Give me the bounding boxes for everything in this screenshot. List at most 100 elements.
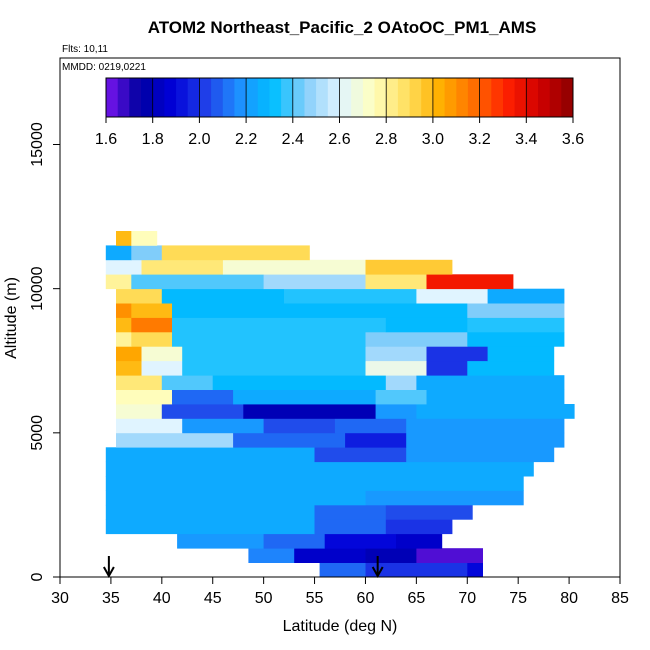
colorbar-swatch-28 <box>432 78 446 117</box>
heatmap-cell-4-0 <box>105 504 315 520</box>
colorbar-swatch-36 <box>526 78 539 117</box>
heatmap-cell-10-2 <box>263 418 336 434</box>
colorbar-swatch-25 <box>397 78 411 117</box>
heatmap-cell-1-0 <box>248 548 295 563</box>
heatmap-cell-8-1 <box>314 447 407 463</box>
colorbar-swatch-16 <box>292 78 305 117</box>
heatmap-cell-5-1 <box>365 490 524 506</box>
heatmap-cell-11-2 <box>243 404 377 419</box>
heatmap-cell-16-3 <box>365 331 468 347</box>
x-axis-ticks: 30 35 40 45 50 55 60 65 70 75 80 85 <box>51 577 629 607</box>
colorbar-tick-label-6: 2.8 <box>375 131 397 148</box>
colorbar-ticks: 1.6 1.8 2.0 2.2 2.4 2.6 2.8 3.0 3.2 3.4 3.6 <box>95 117 584 148</box>
heatmap-cell-2-1 <box>263 533 326 549</box>
colorbar-swatch-35 <box>514 78 527 117</box>
colorbar-swatch-7 <box>187 78 200 117</box>
heatmap-cell-0-1 <box>365 562 468 578</box>
heatmap-cell-10-1 <box>182 418 265 434</box>
y-tick-label-1: 5000 <box>29 415 46 451</box>
x-tick-label-4: 50 <box>255 590 273 607</box>
heatmap-cell-12-1 <box>172 389 234 405</box>
heatmap-cell-13-2 <box>212 375 387 390</box>
heatmap-cell-22-0 <box>105 245 132 261</box>
heatmap-cell-15-3 <box>365 346 427 362</box>
colorbar-swatch-18 <box>316 78 329 117</box>
x-tick-label-8: 70 <box>458 590 476 607</box>
heatmap-cell-8-0 <box>105 447 315 463</box>
heatmap-cell-10-3 <box>334 418 407 434</box>
heatmap-cell-19-1 <box>161 288 285 304</box>
colorbar-tick-label-7: 3.0 <box>422 131 444 148</box>
colorbar-swatch-26 <box>409 78 422 117</box>
heatmap-cell-20-1 <box>131 274 265 290</box>
heatmap-cell-17-1 <box>131 317 173 333</box>
colorbar-swatch-33 <box>491 78 504 117</box>
heatmap-cell-20-2 <box>263 274 366 290</box>
heatmap-cell-20-0 <box>105 274 132 290</box>
heatmap-cell-10-0 <box>116 418 183 434</box>
heatmap-cell-13-3 <box>385 375 417 390</box>
heatmap-cell-16-4 <box>467 331 565 347</box>
colorbar-swatch-23 <box>374 78 387 117</box>
x-tick-label-7: 65 <box>407 590 425 607</box>
heatmap-cell-2-0 <box>177 533 264 549</box>
y-axis-label: Altitude (m) <box>3 277 20 359</box>
colorbar-tick-label-9: 3.4 <box>515 131 537 148</box>
colorbar-swatch-9 <box>211 78 224 117</box>
heatmap-cell-20-4 <box>426 274 514 290</box>
heatmap-cell-17-4 <box>467 317 565 333</box>
heatmap-cell-11-1 <box>161 404 244 419</box>
heatmap-cell-10-4 <box>406 418 565 434</box>
heatmap-cell-1-2 <box>365 548 417 563</box>
x-tick-label-10: 80 <box>560 590 578 607</box>
heatmap-cell-5-0 <box>105 490 366 506</box>
colorbar-tick-label-10: 3.6 <box>562 131 584 148</box>
colorbar-swatch-14 <box>269 78 282 117</box>
heatmap-cell-18-0 <box>116 303 132 318</box>
heatmap-cell-3-2 <box>385 519 453 535</box>
heatmap-cell-3-0 <box>105 519 315 535</box>
date-note: MMDD: 0219,0221 <box>62 62 146 73</box>
heatmap-cell-16-0 <box>116 331 132 347</box>
heatmap-cell-2-2 <box>324 533 397 549</box>
chart-title: ATOM2 Northeast_Pacific_2 OAtoOC_PM1_AMS <box>148 18 537 37</box>
heatmap-cell-23-1 <box>131 231 158 246</box>
colorbar-swatch-2 <box>129 78 142 117</box>
heatmap-cell-12-0 <box>116 389 173 405</box>
heatmap-cell-7-0 <box>105 461 534 477</box>
heatmap-cell-19-2 <box>284 288 417 304</box>
heatmap-cell-18-1 <box>131 303 173 318</box>
colorbar-swatch-22 <box>362 78 376 117</box>
heatmap-cell-13-4 <box>416 375 565 390</box>
colorbar-swatch-5 <box>164 78 177 117</box>
colorbar-swatch-3 <box>141 78 154 117</box>
x-tick-label-5: 55 <box>306 590 324 607</box>
heatmap-cell-9-2 <box>345 432 407 448</box>
colorbar-swatch-17 <box>304 78 317 117</box>
colorbar-swatch-39 <box>561 78 574 117</box>
heatmap-cell-16-1 <box>131 331 173 347</box>
colorbar-swatch-19 <box>327 78 340 117</box>
colorbar-tick-label-2: 2.0 <box>188 131 210 148</box>
heatmap-cell-20-3 <box>365 274 427 290</box>
heatmap-cell-17-3 <box>385 317 468 333</box>
colorbar-swatch-11 <box>234 78 247 117</box>
heatmap-cell-21-1 <box>141 259 224 275</box>
heatmap-cell-4-1 <box>314 504 387 520</box>
heatmap-cell-12-4 <box>426 389 565 405</box>
flights-note: Flts: 10,11 <box>62 44 108 55</box>
heatmap-cell-8-2 <box>406 447 555 463</box>
heatmap-cell-22-2 <box>161 245 310 261</box>
heatmap-cell-14-5 <box>467 360 555 376</box>
heatmap-cell-17-2 <box>172 317 387 333</box>
heatmap-cell-1-3 <box>416 548 483 563</box>
colorbar-swatch-8 <box>199 78 212 117</box>
heatmap-cell-15-2 <box>182 346 366 362</box>
colorbar-swatch-34 <box>503 78 516 117</box>
heatmap-cell-14-0 <box>116 360 142 376</box>
heatmap-cell-6-0 <box>105 476 524 491</box>
colorbar-swatch-4 <box>152 78 165 117</box>
heatmap-cell-12-3 <box>375 389 427 405</box>
y-tick-label-3: 15000 <box>29 122 46 167</box>
heatmap-cell-22-1 <box>131 245 163 261</box>
